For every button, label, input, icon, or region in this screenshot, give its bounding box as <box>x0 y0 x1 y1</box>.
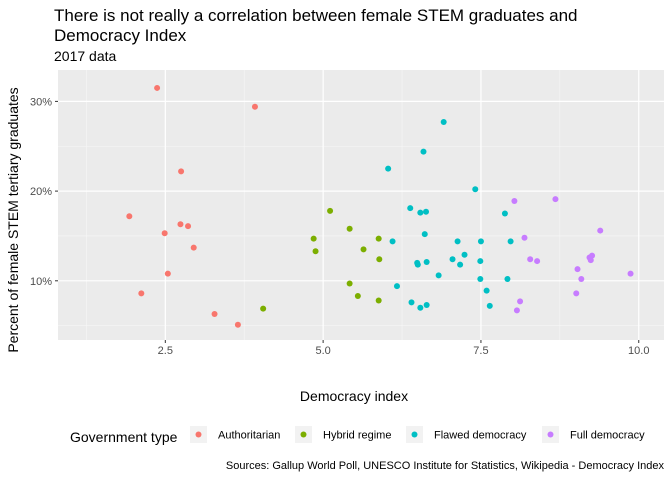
legend: Government type Authoritarian Hybrid regi… <box>70 426 645 445</box>
data-point <box>587 257 594 264</box>
data-point <box>578 276 585 283</box>
x-tick-label: 2.5 <box>158 345 173 357</box>
data-point <box>360 246 367 253</box>
data-point <box>393 283 400 290</box>
y-tick-label: 10% <box>30 276 52 288</box>
x-axis-title: Democracy index <box>300 388 408 404</box>
data-point <box>627 270 634 277</box>
legend-label: Full democracy <box>570 430 645 442</box>
data-point <box>417 209 424 216</box>
data-point <box>389 238 396 245</box>
chart-title: There is not really a correlation betwee… <box>54 6 578 45</box>
y-axis-title: Percent of female STEM tertiary graduate… <box>5 87 21 352</box>
data-point <box>552 196 559 203</box>
data-point <box>477 238 484 245</box>
data-point <box>517 298 524 305</box>
x-tick-label: 7.5 <box>473 345 488 357</box>
data-point <box>251 103 258 110</box>
data-point <box>504 276 511 283</box>
data-points <box>126 84 634 328</box>
data-point <box>454 238 461 245</box>
legend-title: Government type <box>70 429 178 445</box>
data-point <box>414 261 421 268</box>
data-point <box>407 205 414 212</box>
data-point <box>138 290 145 297</box>
data-point <box>457 261 464 268</box>
x-tick-label: 5.0 <box>315 345 330 357</box>
legend-label: Authoritarian <box>218 430 280 442</box>
data-point <box>310 235 317 242</box>
data-point <box>435 272 442 279</box>
data-point <box>461 251 468 258</box>
legend-label: Hybrid regime <box>323 430 391 442</box>
data-point <box>597 227 604 234</box>
data-point <box>346 280 353 287</box>
legend-key-dot <box>300 431 307 438</box>
data-point <box>327 207 334 214</box>
data-point <box>164 270 171 277</box>
data-point <box>408 299 415 306</box>
plot-panel <box>58 70 664 340</box>
data-point <box>573 290 580 297</box>
data-point <box>354 293 361 300</box>
y-tick-label: 20% <box>30 186 52 198</box>
y-tick-label: 30% <box>30 96 52 108</box>
chart-caption: Sources: Gallup World Poll, UNESCO Insti… <box>225 460 664 472</box>
data-point <box>486 302 493 309</box>
data-point <box>534 258 541 265</box>
data-point <box>260 305 267 312</box>
data-point <box>161 230 168 237</box>
data-point <box>507 238 514 245</box>
data-point <box>521 234 528 241</box>
data-point <box>423 302 430 309</box>
data-point <box>511 197 518 204</box>
legend-key-dot <box>411 431 418 438</box>
panel-background <box>58 70 664 340</box>
data-point <box>385 165 392 172</box>
data-point <box>483 287 490 294</box>
data-point <box>185 223 192 230</box>
data-point <box>501 210 508 217</box>
data-point <box>154 84 161 91</box>
legend-key-dot <box>195 431 202 438</box>
data-point <box>440 119 447 126</box>
data-point <box>477 276 484 283</box>
legend-key-dot <box>547 431 554 438</box>
data-point <box>346 225 353 232</box>
data-point <box>126 213 133 220</box>
legend-label: Flawed democracy <box>434 430 527 442</box>
data-point <box>574 266 581 273</box>
data-point <box>421 231 428 238</box>
grid <box>58 70 664 340</box>
data-point <box>375 235 382 242</box>
data-point <box>211 310 218 317</box>
data-point <box>449 256 456 263</box>
data-point <box>376 256 383 263</box>
data-point <box>177 221 184 228</box>
data-point <box>477 258 484 265</box>
axis-ticks: 2.5 5.0 7.5 10.0 10% 20% 30% <box>30 96 649 357</box>
data-point <box>234 321 241 328</box>
data-point <box>513 307 520 314</box>
data-point <box>423 258 430 265</box>
data-point <box>527 256 534 263</box>
data-point <box>472 186 479 193</box>
data-point <box>178 168 185 175</box>
data-point <box>312 248 319 255</box>
data-point <box>190 244 197 251</box>
data-point <box>417 304 424 311</box>
x-tick-label: 10.0 <box>628 345 649 357</box>
data-point <box>375 297 382 304</box>
data-point <box>420 148 427 155</box>
data-point <box>423 208 430 215</box>
chart-subtitle: 2017 data <box>54 48 117 64</box>
